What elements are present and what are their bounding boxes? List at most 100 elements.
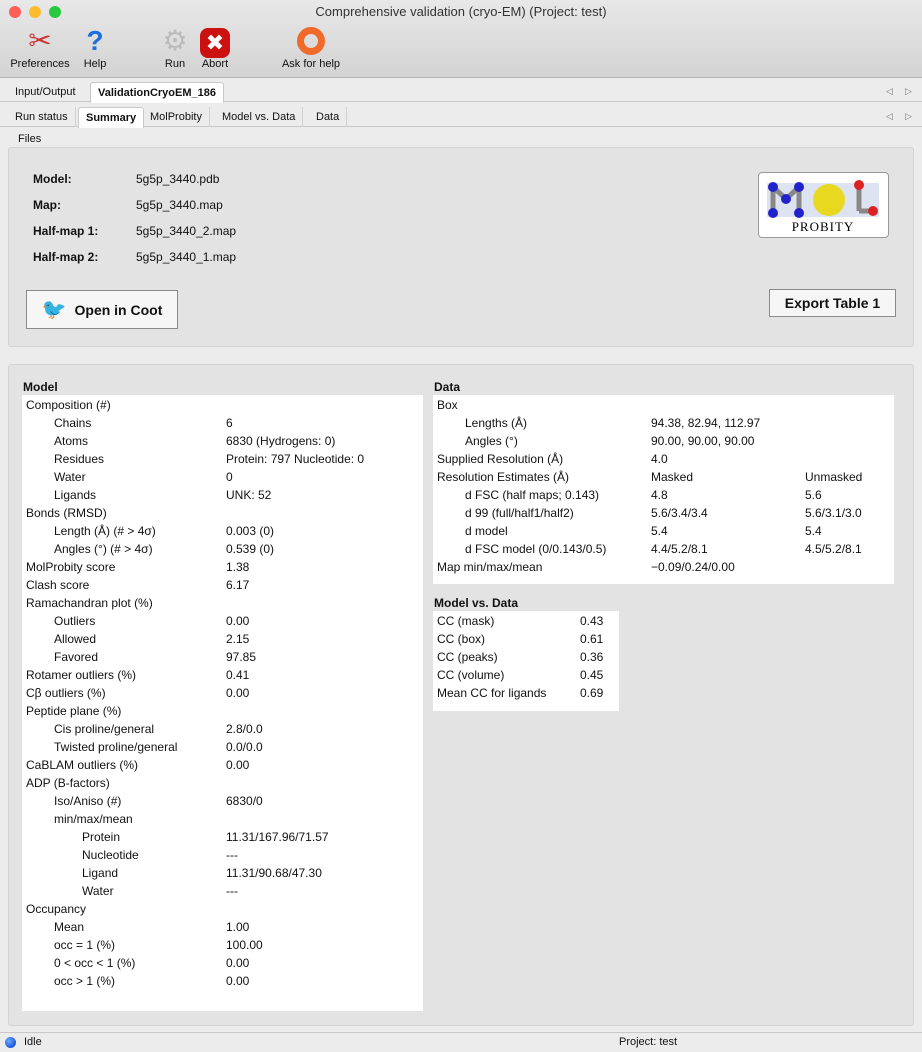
data-table: Box Lengths (Å) 94.38, 82.94, 112.97 Angles…: [433, 395, 894, 584]
table-row: min/max/mean: [22, 810, 423, 828]
row-value-unmasked: 5.6: [805, 488, 822, 502]
gear-icon: ⚙: [162, 25, 188, 56]
subtab-scroll-left-icon[interactable]: ◁: [886, 111, 893, 121]
main-tabs: Input/Output ValidationCryoEM_186 ◁ ▷: [0, 82, 922, 103]
row-label: Cis proline/general: [54, 722, 155, 736]
help-button[interactable]: ? Help: [78, 24, 112, 70]
table-row: Allowed 2.15: [22, 630, 423, 648]
table-row: MolProbity score 1.38: [22, 558, 423, 576]
row-label: CaBLAM outliers (%): [26, 758, 139, 772]
data-section-title: Data: [434, 380, 461, 394]
toolbar-label: Ask for help: [281, 58, 341, 70]
halfmap1-file-value: 5g5p_3440_2.map: [136, 224, 237, 238]
row-label: CC (peaks): [437, 650, 498, 664]
abort-icon: ✖: [197, 24, 233, 58]
row-value: 90.00, 90.00, 90.00: [651, 434, 755, 448]
tab-run-status[interactable]: Run status: [8, 107, 76, 127]
tab-scroll-left-icon[interactable]: ◁: [886, 86, 893, 96]
open-in-coot-label: Open in Coot: [74, 301, 163, 318]
run-button[interactable]: ⚙ Run: [158, 24, 192, 70]
row-label: Angles (°) (# > 4σ): [54, 542, 153, 556]
row-label: Water: [82, 884, 114, 898]
halfmap2-file-value: 5g5p_3440_1.map: [136, 250, 237, 264]
table-row: Residues Protein: 797 Nucleotide: 0: [22, 450, 423, 468]
table-row: d 99 (full/half1/half2) 5.6/3.4/3.4 5.6/3.…: [433, 504, 894, 522]
svg-text:PROBITY: PROBITY: [792, 219, 855, 234]
table-row: Protein 11.31/167.96/71.57: [22, 828, 423, 846]
export-table-button[interactable]: Export Table 1: [769, 289, 896, 317]
table-row: ADP (B-factors): [22, 774, 423, 792]
preferences-button[interactable]: ✂ Preferences: [6, 24, 74, 70]
table-row: Occupancy: [22, 900, 423, 918]
table-row: occ = 1 (%) 100.00: [22, 936, 423, 954]
abort-button[interactable]: ✖ Abort: [197, 24, 233, 70]
row-value: 5.4: [651, 524, 668, 538]
row-value: 11.31/90.68/47.30: [226, 866, 322, 880]
zoom-window-button[interactable]: [49, 6, 61, 18]
table-row: Composition (#): [22, 396, 423, 414]
row-label: Peptide plane (%): [26, 704, 122, 718]
row-label: Clash score: [26, 578, 90, 592]
row-value: UNK: 52: [226, 488, 272, 502]
tab-model-vs-data[interactable]: Model vs. Data: [215, 107, 304, 127]
table-row: CC (peaks) 0.36: [433, 648, 619, 666]
model-file-value: 5g5p_3440.pdb: [136, 172, 220, 186]
halfmap1-file-label: Half-map 1:: [33, 224, 99, 238]
table-row: Cβ outliers (%) 0.00: [22, 684, 423, 702]
window-title: Comprehensive validation (cryo-EM) (Proj…: [315, 4, 607, 19]
row-label: Composition (#): [26, 398, 111, 412]
table-row: CaBLAM outliers (%) 0.00: [22, 756, 423, 774]
status-indicator-icon: [5, 1037, 16, 1048]
row-value: 4.8: [651, 488, 668, 502]
row-label: Box: [437, 398, 458, 412]
table-row: Ligands UNK: 52: [22, 486, 423, 504]
table-row: Outliers 0.00: [22, 612, 423, 630]
table-row: Ramachandran plot (%): [22, 594, 423, 612]
model-file-label: Model:: [33, 172, 72, 186]
table-row: Length (Å) (# > 4σ) 0.003 (0): [22, 522, 423, 540]
tab-summary[interactable]: Summary: [78, 107, 145, 128]
help-icon: ?: [86, 25, 104, 56]
table-row: d FSC model (0/0.143/0.5) 4.4/5.2/8.1 4.5/…: [433, 540, 894, 558]
row-value: Protein: 797 Nucleotide: 0: [226, 452, 365, 466]
row-value: 2.15: [226, 632, 250, 646]
table-row: CC (mask) 0.43: [433, 612, 619, 630]
status-project: Project: test: [619, 1036, 678, 1048]
close-window-button[interactable]: [9, 6, 21, 18]
tab-validation[interactable]: ValidationCryoEM_186: [90, 82, 224, 103]
row-value: 6830/0: [226, 794, 263, 808]
row-label: d model: [465, 524, 508, 538]
tab-scroll-right-icon[interactable]: ▷: [905, 86, 912, 96]
table-row: CC (box) 0.61: [433, 630, 619, 648]
row-label: ADP (B-factors): [26, 776, 110, 790]
table-row: Clash score 6.17: [22, 576, 423, 594]
table-row: Twisted proline/general 0.0/0.0: [22, 738, 423, 756]
row-label: min/max/mean: [54, 812, 133, 826]
minimize-window-button[interactable]: [29, 6, 41, 18]
model-vs-data-table: CC (mask) 0.43 CC (box) 0.61 CC (peaks) 0.36 C…: [433, 611, 619, 711]
row-value-unmasked: 4.5/5.2/8.1: [805, 542, 862, 556]
tools-icon: ✂: [28, 25, 52, 56]
toolbar-label: Abort: [201, 58, 229, 70]
row-value: 0.69: [580, 686, 604, 700]
model-vs-data-section-title: Model vs. Data: [434, 596, 519, 610]
row-label: Twisted proline/general: [54, 740, 178, 754]
row-label: Occupancy: [26, 902, 87, 916]
table-row: Cis proline/general 2.8/0.0: [22, 720, 423, 738]
tab-data[interactable]: Data: [309, 107, 348, 127]
row-value: 0.003 (0): [226, 524, 275, 538]
table-row: Lengths (Å) 94.38, 82.94, 112.97: [433, 414, 894, 432]
subtab-scroll-right-icon[interactable]: ▷: [905, 111, 912, 121]
row-value: 4.4/5.2/8.1: [651, 542, 708, 556]
tab-input-output[interactable]: Input/Output: [15, 86, 76, 98]
row-value: 6: [226, 416, 233, 430]
row-value: 0.00: [226, 614, 250, 628]
table-row: CC (volume) 0.45: [433, 666, 619, 684]
open-in-coot-button[interactable]: 🐦 Open in Coot: [26, 290, 178, 329]
ask-for-help-button[interactable]: Ask for help: [276, 24, 346, 70]
model-section-title: Model: [23, 380, 58, 394]
tab-molprobity[interactable]: MolProbity: [143, 107, 210, 127]
row-label: Bonds (RMSD): [26, 506, 107, 520]
row-value: 0.0/0.0: [226, 740, 263, 754]
row-label: Lengths (Å): [465, 416, 528, 430]
